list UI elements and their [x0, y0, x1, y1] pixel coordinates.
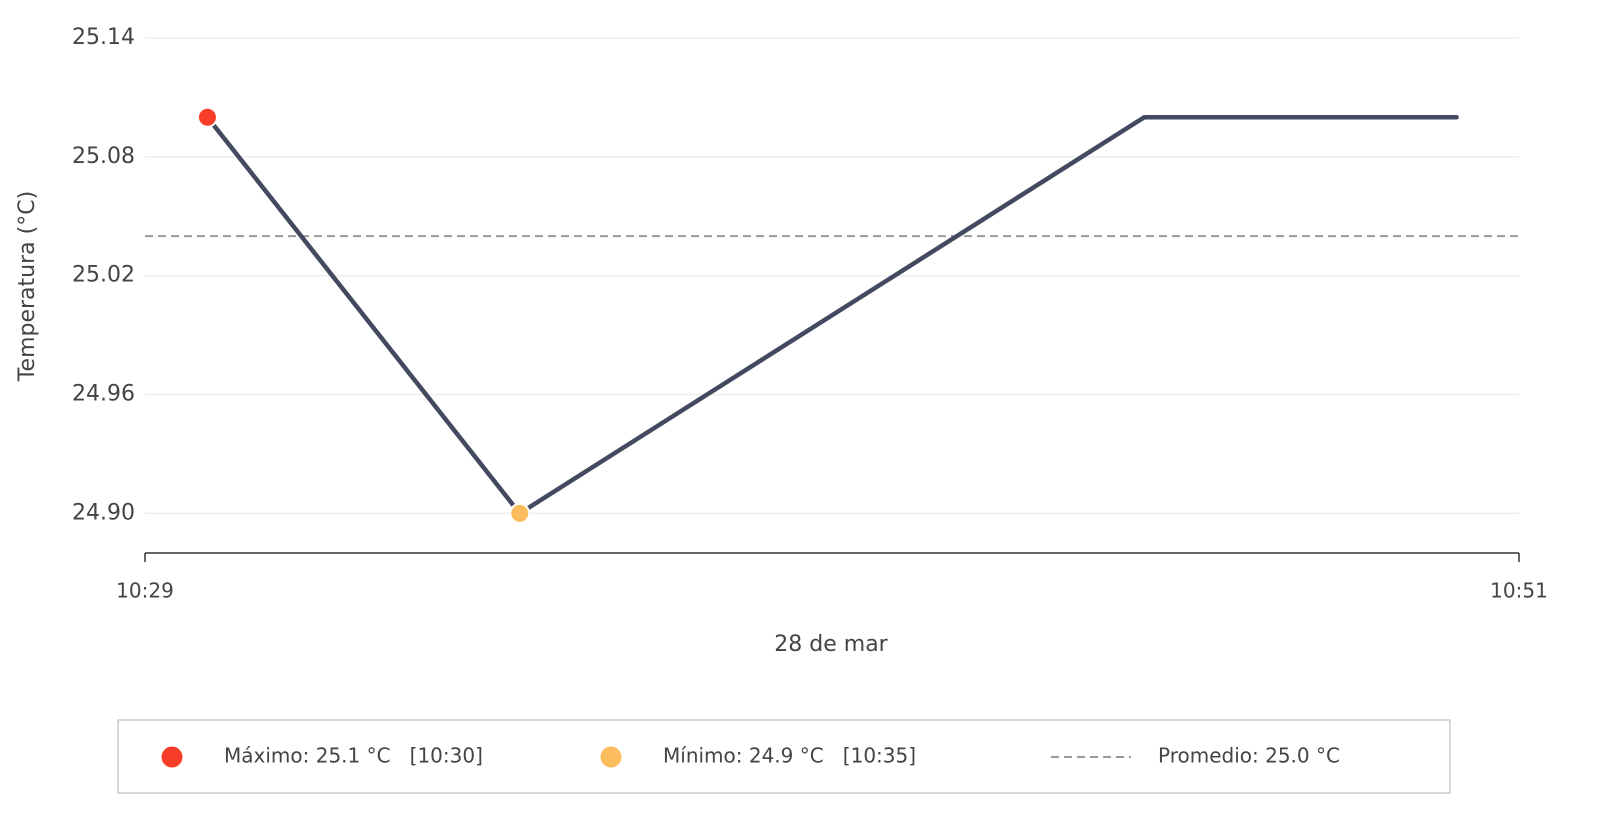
- y-tick-label: 25.02: [72, 263, 135, 288]
- x-axis-label: 28 de mar: [774, 632, 888, 657]
- extreme-marker: [196, 106, 218, 128]
- y-tick-label: 24.96: [72, 382, 135, 407]
- legend-label: Máximo: 25.1 °C [10:30]: [224, 744, 483, 768]
- extreme-marker: [509, 502, 531, 524]
- legend-label: Mínimo: 24.9 °C [10:35]: [663, 744, 916, 768]
- x-tick-label: 10:29: [116, 579, 174, 603]
- legend-box: [117, 719, 1451, 794]
- y-axis-label: Temperatura (°C): [15, 191, 40, 382]
- data-line: [205, 114, 1459, 516]
- y-tick-label: 25.08: [72, 144, 135, 169]
- legend-marker: [600, 746, 622, 768]
- y-tick-label: 24.90: [72, 500, 135, 525]
- x-tick-label: 10:51: [1490, 579, 1548, 603]
- y-tick-label: 25.14: [72, 25, 135, 50]
- legend-label: Promedio: 25.0 °C: [1158, 744, 1340, 768]
- legend-marker: [161, 746, 183, 768]
